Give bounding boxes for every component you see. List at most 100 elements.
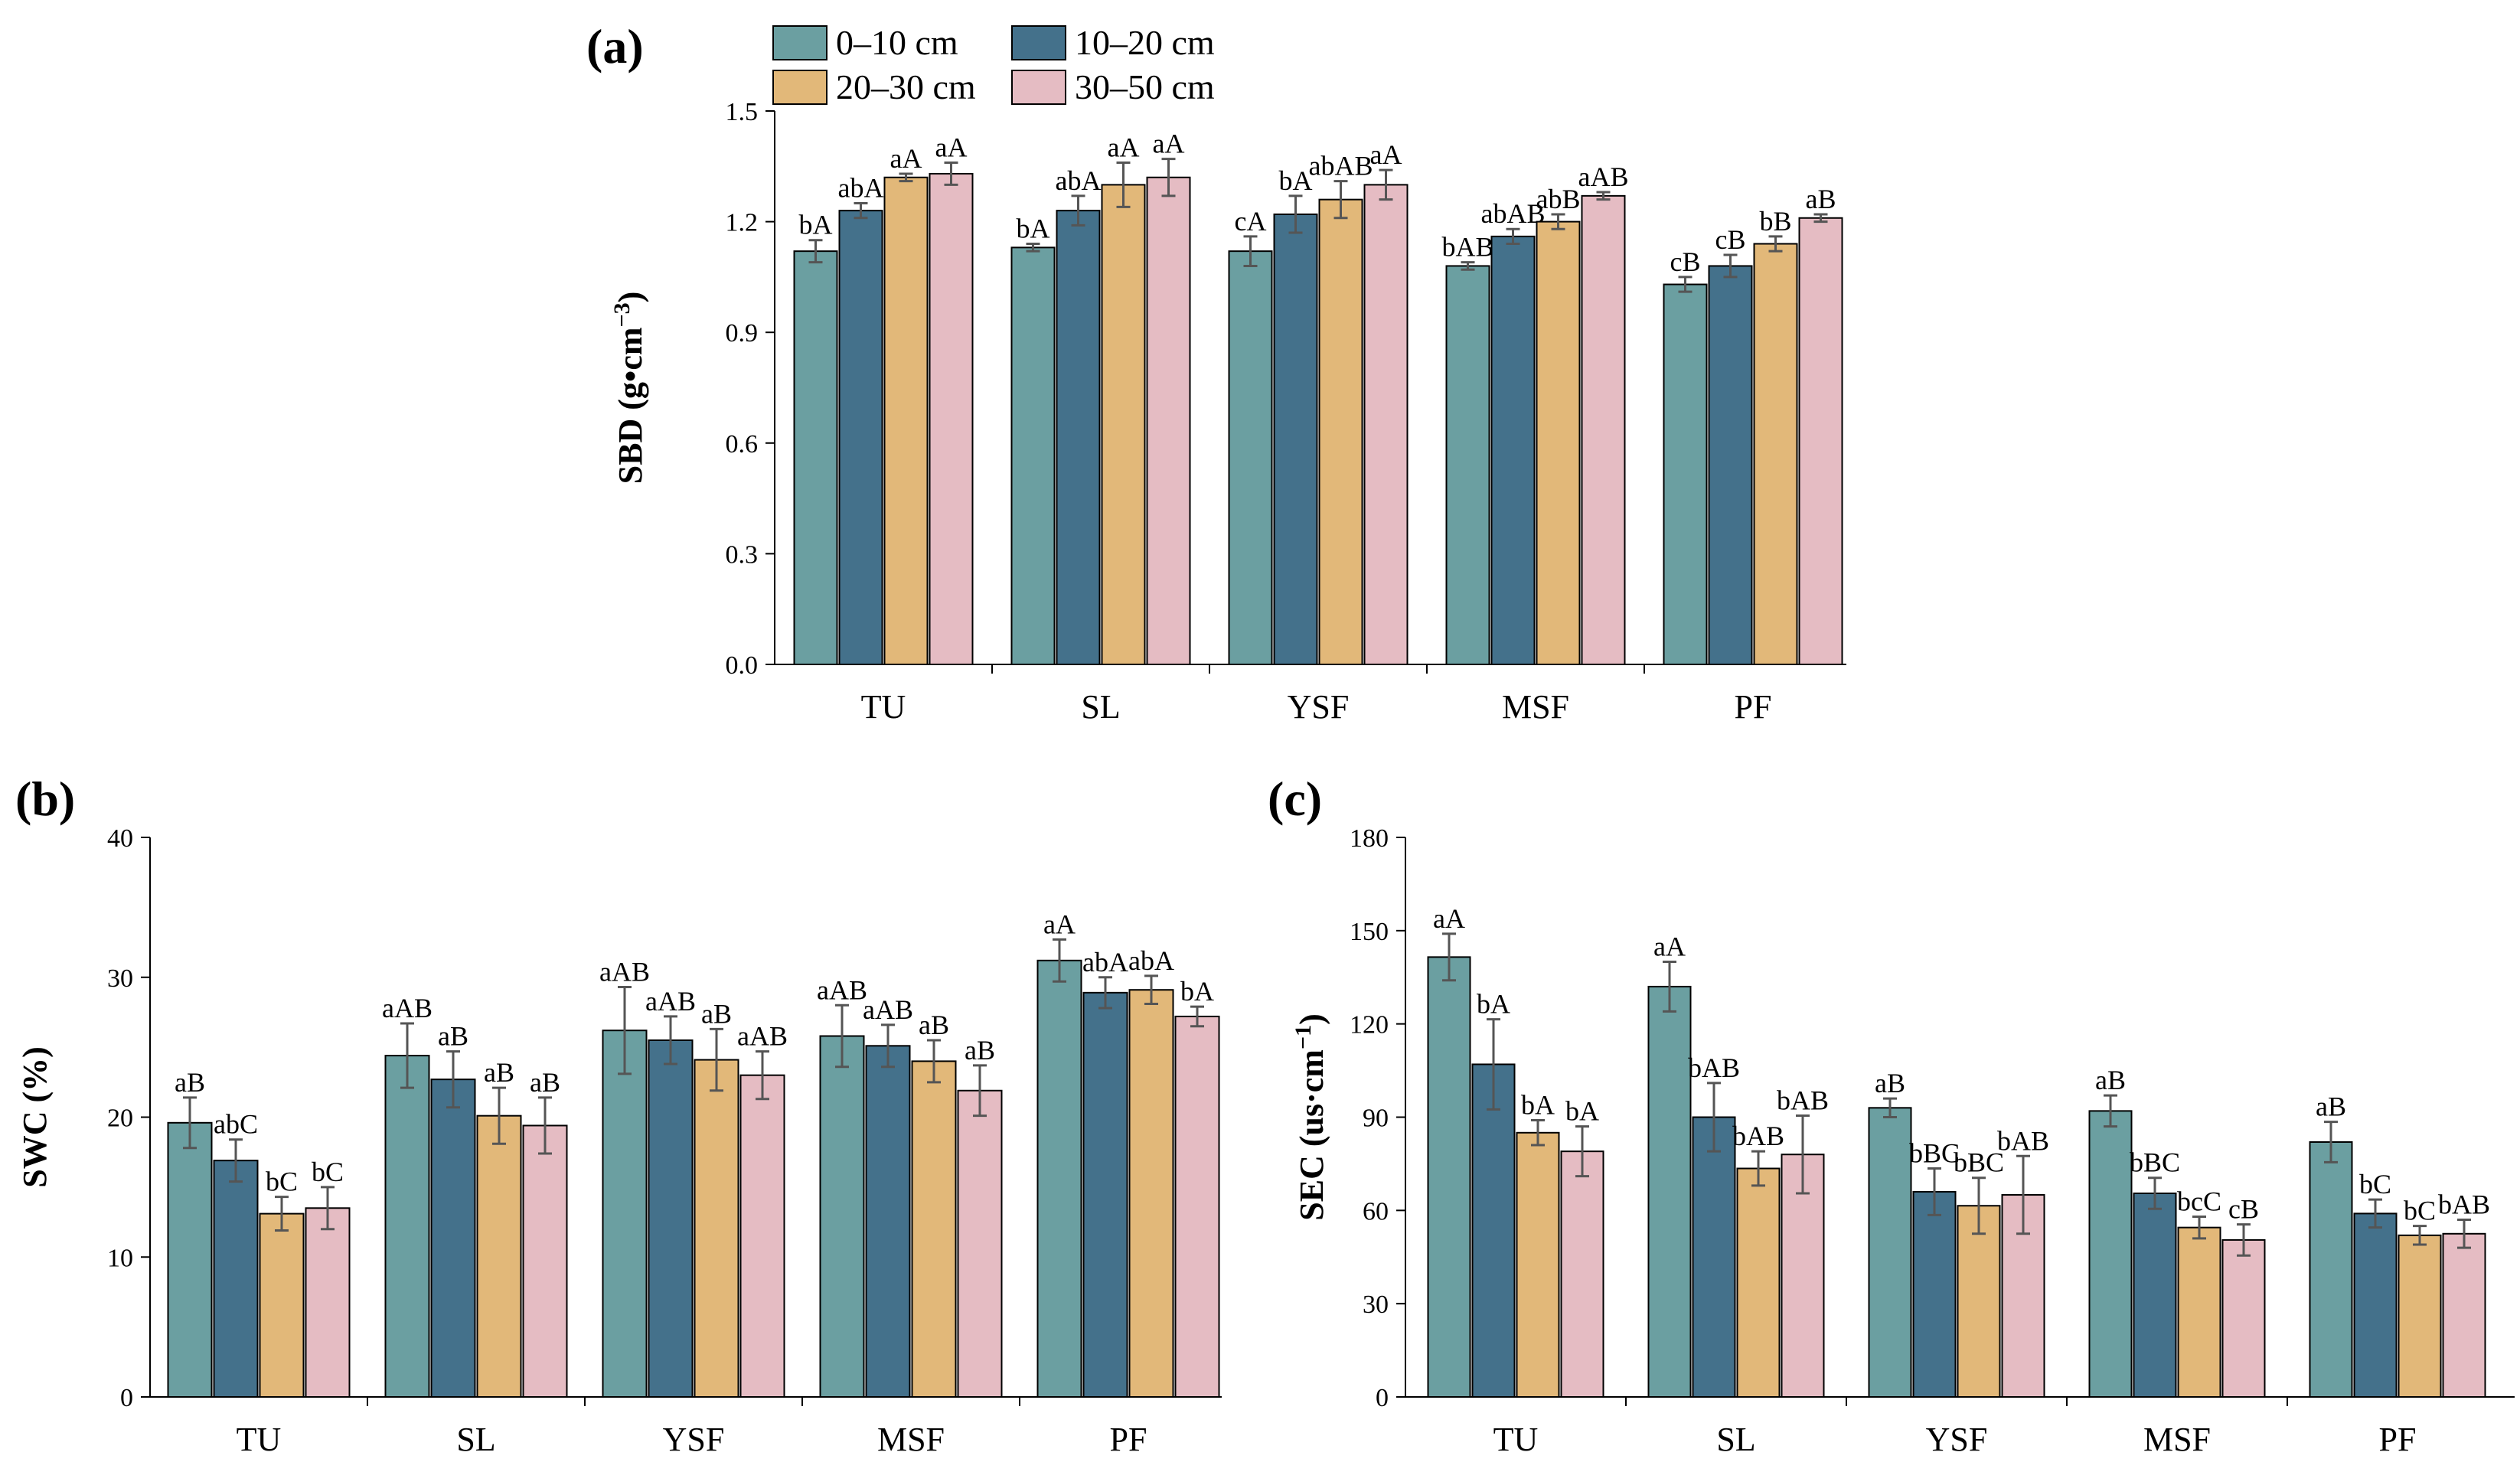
bar bbox=[1318, 198, 1363, 665]
significance-label: bAB bbox=[2438, 1190, 2490, 1220]
bar bbox=[957, 1089, 1003, 1398]
significance-label: aA bbox=[1370, 139, 1402, 170]
significance-label: aAB bbox=[863, 994, 913, 1025]
y-tick-label: 180 bbox=[1350, 824, 1389, 853]
bar bbox=[259, 1212, 305, 1398]
significance-label: aA bbox=[1108, 132, 1140, 162]
x-category-label: PF bbox=[1110, 1421, 1147, 1458]
bar bbox=[2309, 1141, 2353, 1398]
bar bbox=[1798, 217, 1843, 665]
x-category-label: SL bbox=[1716, 1421, 1755, 1458]
significance-label: bA bbox=[1477, 989, 1510, 1020]
bar bbox=[1868, 1107, 1912, 1398]
bar bbox=[1736, 1167, 1781, 1398]
y-tick-label: 60 bbox=[1363, 1197, 1389, 1225]
significance-label: bAB bbox=[1997, 1125, 2049, 1156]
y-tick-label: 30 bbox=[1363, 1291, 1389, 1319]
bar bbox=[2221, 1238, 2266, 1398]
bar bbox=[2398, 1234, 2442, 1398]
significance-label: abA bbox=[1056, 165, 1102, 196]
legend-label: 0–10 cm bbox=[836, 23, 958, 62]
bar bbox=[1516, 1131, 1560, 1398]
significance-label: aA bbox=[1153, 129, 1185, 159]
bar bbox=[2088, 1110, 2133, 1398]
y-tick-label: 0.9 bbox=[726, 319, 759, 348]
bar bbox=[602, 1030, 648, 1398]
significance-label: aAB bbox=[645, 986, 696, 1017]
legend-swatch bbox=[1011, 70, 1066, 105]
legend-label: 20–30 cm bbox=[836, 67, 976, 106]
significance-label: bA bbox=[1279, 165, 1313, 196]
bar bbox=[838, 210, 883, 665]
bar bbox=[694, 1059, 739, 1398]
y-tick-label: 120 bbox=[1350, 1011, 1389, 1039]
significance-label: bAB bbox=[1777, 1085, 1829, 1115]
significance-label: aA bbox=[890, 143, 922, 174]
significance-label: abAB bbox=[1481, 198, 1546, 229]
significance-label: cB bbox=[1670, 246, 1701, 277]
bar bbox=[1581, 194, 1626, 666]
significance-label: abB bbox=[1536, 184, 1581, 214]
significance-label: bC bbox=[312, 1157, 344, 1187]
significance-label: aAB bbox=[817, 974, 867, 1005]
bar bbox=[1101, 184, 1146, 665]
significance-label: aB bbox=[1875, 1068, 1905, 1098]
bar bbox=[1273, 213, 1318, 665]
bar bbox=[1056, 210, 1101, 665]
x-category-label: SL bbox=[1081, 688, 1120, 726]
y-axis-title: SWC (%) bbox=[16, 1046, 54, 1188]
significance-label: aAB bbox=[382, 993, 433, 1023]
bar bbox=[1536, 220, 1581, 666]
bar bbox=[1912, 1190, 1957, 1398]
significance-label: aAB bbox=[737, 1021, 788, 1052]
legend-swatch bbox=[772, 25, 827, 60]
bar bbox=[213, 1160, 259, 1398]
bar bbox=[819, 1035, 865, 1398]
panel-label: (b) bbox=[15, 772, 75, 826]
significance-label: aA bbox=[1653, 931, 1686, 961]
significance-label: abA bbox=[1128, 945, 1174, 976]
significance-label: bA bbox=[1180, 976, 1214, 1007]
bar bbox=[1490, 235, 1536, 665]
bar bbox=[1445, 265, 1490, 665]
bar bbox=[384, 1055, 430, 1398]
bar bbox=[1753, 243, 1798, 665]
panel-c-sec-chart: (c) 0 30 60 90 120 150 180 SEC (us·cm−1) TU aA bA bA… bbox=[1268, 772, 2515, 1458]
x-category-label: MSF bbox=[1502, 688, 1569, 726]
bar bbox=[1036, 959, 1082, 1398]
x-category-label: YSF bbox=[1926, 1421, 1988, 1458]
significance-label: aB bbox=[2316, 1092, 2346, 1122]
significance-label: abA bbox=[1082, 947, 1128, 977]
x-category-label: PF bbox=[1735, 688, 1772, 726]
significance-label: abC bbox=[214, 1109, 258, 1140]
bar bbox=[883, 176, 929, 665]
significance-label: aA bbox=[935, 132, 968, 162]
legend-swatch bbox=[1011, 25, 1066, 60]
bar bbox=[522, 1124, 568, 1398]
y-tick-label: 0.0 bbox=[726, 651, 759, 680]
x-category-label: YSF bbox=[1288, 688, 1350, 726]
x-category-label: TU bbox=[1493, 1421, 1539, 1458]
significance-label: bC bbox=[2404, 1196, 2436, 1226]
bar bbox=[1560, 1150, 1604, 1398]
x-category-label: MSF bbox=[877, 1421, 945, 1458]
significance-label: bBC bbox=[1909, 1138, 1960, 1169]
bar bbox=[1471, 1063, 1516, 1398]
bar bbox=[929, 172, 974, 665]
y-tick-label: 150 bbox=[1350, 918, 1389, 946]
bar bbox=[911, 1060, 957, 1398]
x-category-label: PF bbox=[2379, 1421, 2417, 1458]
significance-label: bcC bbox=[2177, 1186, 2221, 1216]
significance-label: cB bbox=[1715, 224, 1746, 255]
legend-label: 10–20 cm bbox=[1075, 23, 1215, 62]
y-tick-label: 0 bbox=[1376, 1384, 1389, 1412]
y-tick-label: 30 bbox=[107, 964, 133, 993]
significance-label: aB bbox=[965, 1035, 995, 1065]
significance-label: abAB bbox=[1309, 151, 1373, 181]
bar bbox=[1128, 989, 1174, 1398]
significance-label: bA bbox=[1565, 1096, 1599, 1127]
bar bbox=[2353, 1212, 2398, 1398]
y-axis-title: SEC (us·cm−1) bbox=[1291, 1013, 1330, 1220]
